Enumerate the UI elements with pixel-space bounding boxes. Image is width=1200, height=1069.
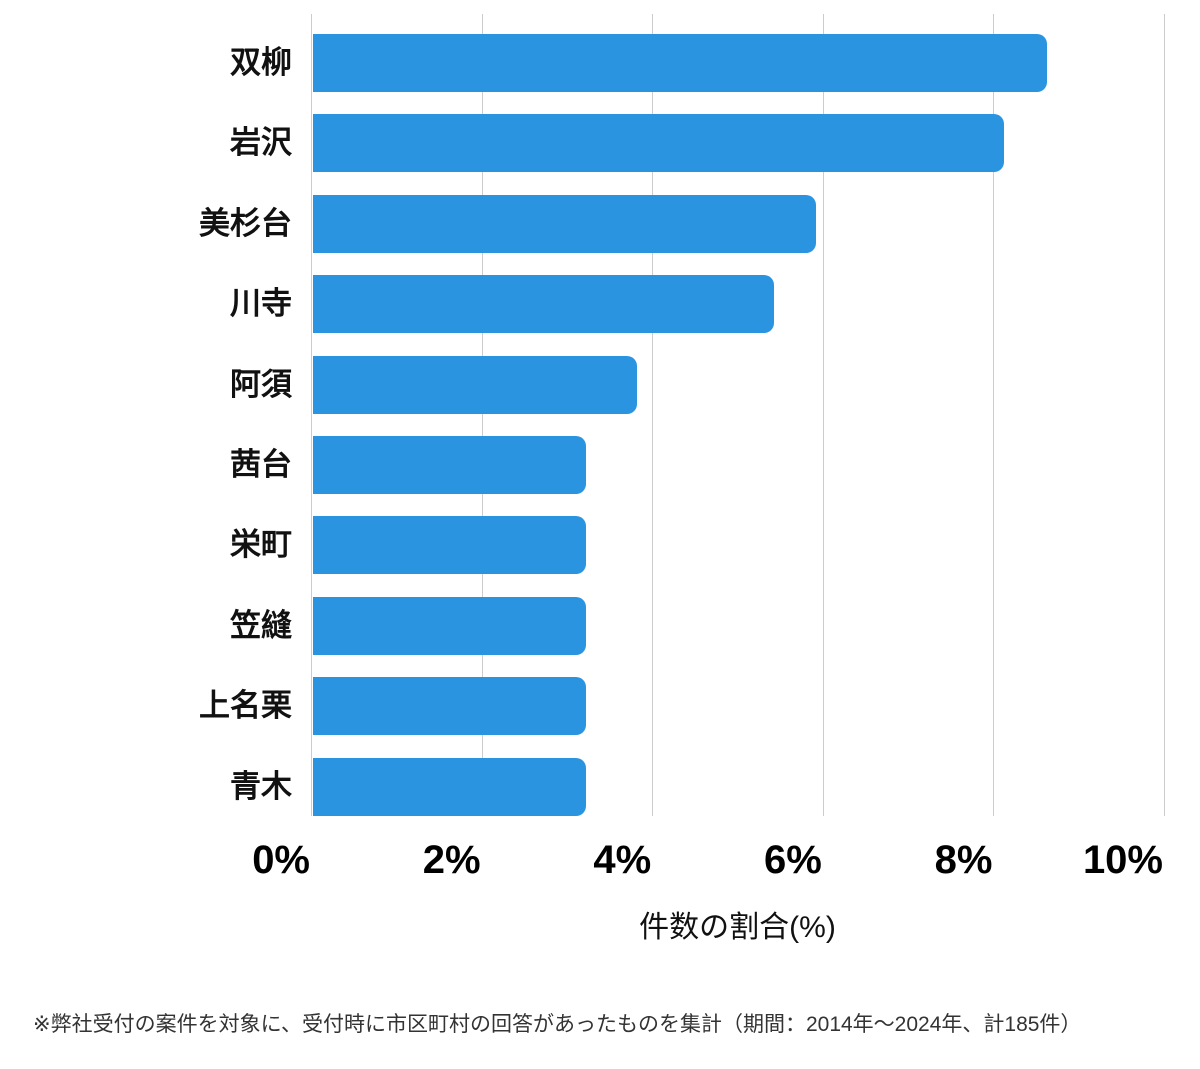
x-tick-label: 2% bbox=[422, 838, 481, 882]
bar bbox=[313, 596, 586, 655]
category-label: 岩沢 bbox=[230, 125, 292, 161]
category-label: 双柳 bbox=[230, 45, 292, 80]
bar bbox=[313, 355, 638, 414]
gridline bbox=[993, 14, 995, 816]
bar bbox=[313, 516, 586, 575]
bar bbox=[313, 677, 586, 736]
category-label: 茜台 bbox=[230, 447, 292, 482]
category-axis: 双柳岩沢美杉台川寺阿須茜台栄町笠縫上名栗青木 bbox=[0, 14, 292, 816]
x-tick-label: 0% bbox=[252, 838, 310, 882]
bar bbox=[313, 757, 586, 816]
category-label: 上名栗 bbox=[199, 688, 292, 724]
x-tick-label: 4% bbox=[593, 838, 652, 882]
category-label: 阿須 bbox=[230, 366, 292, 402]
x-axis-title: 件数の割合(%) bbox=[639, 911, 836, 944]
bar bbox=[313, 194, 817, 253]
category-label: 青木 bbox=[230, 768, 292, 804]
category-label: 美杉台 bbox=[199, 205, 292, 241]
gridline bbox=[652, 14, 654, 816]
gridline bbox=[481, 14, 483, 816]
x-tick-label: 10% bbox=[1082, 838, 1163, 882]
plot-area bbox=[311, 14, 1165, 816]
bar bbox=[313, 275, 774, 334]
x-tick-label: 8% bbox=[934, 838, 993, 882]
category-label: 笠縫 bbox=[230, 607, 292, 643]
gridline bbox=[822, 14, 824, 816]
x-axis-ticks: 0% 2% 4% 6% 8% 10% bbox=[252, 836, 1164, 884]
bar bbox=[313, 114, 1004, 173]
bar bbox=[313, 436, 586, 494]
x-tick-label: 6% bbox=[763, 838, 822, 882]
footnote: ※弊社受付の案件を対象に、受付時に市区町村の回答があったものを集計（期間：201… bbox=[33, 1013, 1082, 1036]
gridline bbox=[311, 14, 312, 816]
bar bbox=[313, 34, 1047, 92]
category-label: 川寺 bbox=[230, 286, 292, 322]
category-label: 栄町 bbox=[230, 527, 292, 563]
gridline bbox=[1164, 14, 1165, 816]
